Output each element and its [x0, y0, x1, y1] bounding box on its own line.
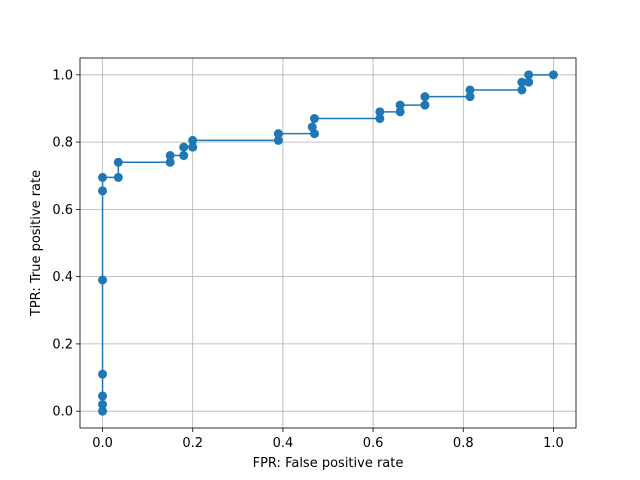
roc-point: [465, 92, 475, 102]
grid: [80, 58, 576, 428]
y-tick-label: 0.4: [52, 270, 73, 285]
roc-point: [517, 77, 527, 87]
x-tick-label: 0.6: [363, 436, 384, 451]
roc-point: [307, 122, 317, 132]
x-axis-label: FPR: False positive rate: [253, 456, 404, 471]
y-tick-label: 0.0: [52, 405, 73, 420]
roc-point: [98, 172, 108, 182]
roc-point: [375, 114, 385, 124]
roc-point: [165, 157, 175, 167]
x-tick-label: 0.8: [453, 436, 474, 451]
roc-point: [179, 151, 189, 161]
roc-point: [98, 399, 108, 409]
roc-point: [524, 77, 534, 87]
ticks: 0.0 0.2 0.4 0.6 0.8 1.0 0.0 0.2 0.4 0.6 0.8 1.0: [52, 68, 563, 451]
roc-point: [113, 157, 123, 167]
roc-point: [420, 92, 430, 102]
roc-point: [465, 85, 475, 95]
roc-point: [309, 114, 319, 124]
roc-point: [98, 391, 108, 401]
x-tick-label: 0.4: [273, 436, 294, 451]
roc-point: [98, 369, 108, 379]
series-layer: [98, 70, 558, 416]
roc-point: [375, 107, 385, 117]
roc-point: [179, 142, 189, 152]
roc-point: [113, 172, 123, 182]
roc-point: [98, 406, 108, 416]
roc-point: [273, 129, 283, 139]
roc-point: [188, 135, 198, 145]
roc-point: [98, 186, 108, 196]
roc-point: [165, 151, 175, 161]
roc-point: [548, 70, 558, 80]
roc-point: [273, 135, 283, 145]
y-tick-label: 1.0: [52, 68, 73, 83]
roc-point: [524, 70, 534, 80]
y-tick-label: 0.6: [52, 203, 73, 218]
roc-point: [420, 100, 430, 110]
y-tick-label: 0.2: [52, 337, 73, 352]
roc-point: [517, 85, 527, 95]
x-tick-label: 0.2: [182, 436, 203, 451]
roc-point: [395, 107, 405, 117]
x-tick-label: 0.0: [92, 436, 113, 451]
y-tick-label: 0.8: [52, 136, 73, 151]
roc-curve-line: [101, 74, 554, 412]
x-tick-label: 1.0: [543, 436, 564, 451]
roc-point: [188, 142, 198, 152]
roc-point: [395, 100, 405, 110]
y-axis-label: TPR: True positive rate: [29, 170, 44, 317]
roc-point: [98, 275, 108, 285]
plot-frame: [79, 57, 577, 429]
